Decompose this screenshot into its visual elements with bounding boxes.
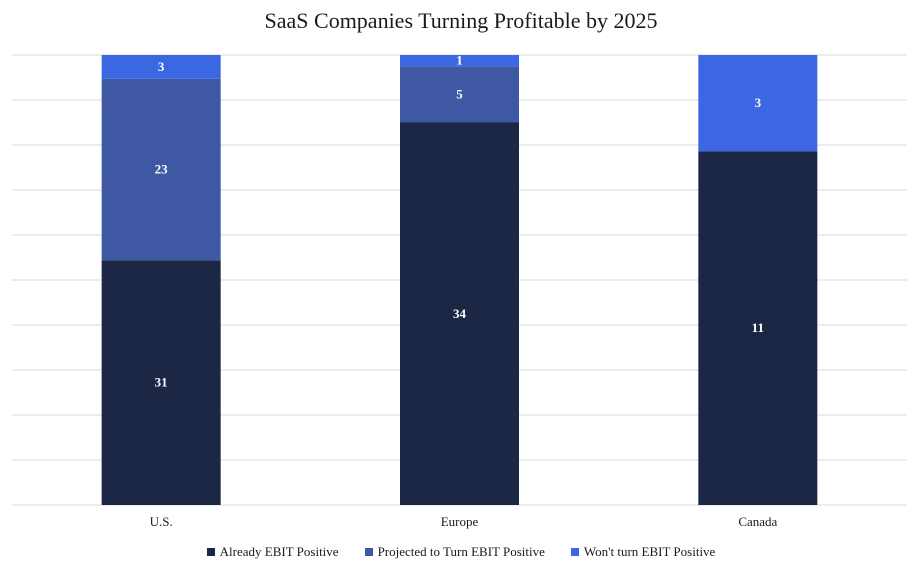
data-label: 34: [453, 306, 467, 321]
x-tick-label: U.S.: [150, 514, 173, 529]
x-tick-label: Europe: [441, 514, 479, 529]
legend-swatch: [570, 548, 579, 556]
legend-label: Already EBIT Positive: [219, 544, 339, 559]
bar-segment: [400, 122, 519, 505]
legend-label: Won't turn EBIT Positive: [583, 544, 716, 559]
data-label: 23: [155, 161, 169, 176]
legend-item: Already EBIT Positive: [206, 544, 339, 560]
data-label: 1: [456, 53, 463, 68]
legend-swatch: [206, 548, 215, 556]
x-tick-label: Canada: [738, 514, 777, 529]
data-label: 5: [456, 86, 463, 101]
bar-segment: [101, 55, 221, 79]
bar-segment: [400, 55, 519, 67]
data-label: 11: [752, 320, 764, 335]
legend-item: Won't turn EBIT Positive: [570, 544, 716, 560]
data-label: 3: [158, 59, 165, 74]
bar-segment: [400, 66, 519, 123]
bar-segment: [101, 78, 221, 261]
data-label: 31: [155, 375, 168, 390]
bar-segment: [101, 260, 221, 505]
legend-swatch: [364, 548, 373, 556]
data-label: 3: [755, 95, 762, 110]
legend: Already EBIT Positive Projected to Turn E…: [0, 544, 922, 560]
chart-title: SaaS Companies Turning Profitable by 202…: [264, 8, 658, 33]
bar-segment: [698, 55, 818, 152]
legend-item: Projected to Turn EBIT Positive: [364, 544, 545, 560]
bar-segment: [698, 151, 818, 505]
legend-label: Projected to Turn EBIT Positive: [377, 544, 545, 559]
